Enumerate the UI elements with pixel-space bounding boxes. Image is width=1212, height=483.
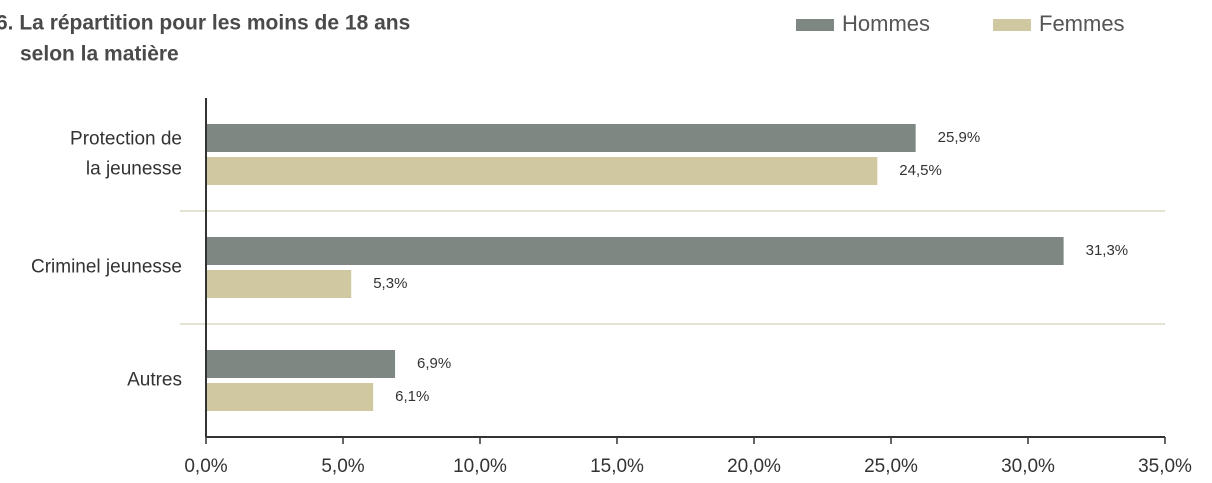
value-label: 25,9% (938, 129, 981, 146)
x-tick-label: 10,0% (453, 456, 507, 477)
x-tick-label: 30,0% (1001, 456, 1055, 477)
legend-label: Femmes (1039, 11, 1125, 36)
y-tick-label: Protection de (70, 129, 182, 150)
bar (206, 270, 352, 298)
bar (206, 124, 916, 152)
x-tick-label: 35,0% (1138, 456, 1192, 477)
legend-swatch (993, 19, 1031, 31)
x-tick-label: 0,0% (184, 456, 227, 477)
bar (206, 350, 396, 378)
value-label: 5,3% (373, 275, 407, 292)
y-tick-label: Criminel jeunesse (31, 257, 182, 278)
bar (206, 383, 374, 411)
y-tick-label: Autres (127, 370, 182, 391)
bar (206, 157, 878, 185)
x-tick-label: 20,0% (727, 456, 781, 477)
legend-label: Hommes (842, 11, 930, 36)
value-label: 6,9% (417, 355, 451, 372)
chart-title: selon la matière (20, 43, 179, 66)
legend-swatch (796, 19, 834, 31)
chart-title: 6. La répartition pour les moins de 18 a… (0, 12, 410, 35)
y-tick-label: la jeunesse (86, 159, 182, 180)
x-tick-label: 25,0% (864, 456, 918, 477)
x-tick-label: 15,0% (590, 456, 644, 477)
value-label: 24,5% (899, 162, 942, 179)
value-label: 6,1% (395, 388, 429, 405)
bar (206, 237, 1064, 265)
value-label: 31,3% (1086, 242, 1129, 259)
x-tick-label: 5,0% (321, 456, 364, 477)
